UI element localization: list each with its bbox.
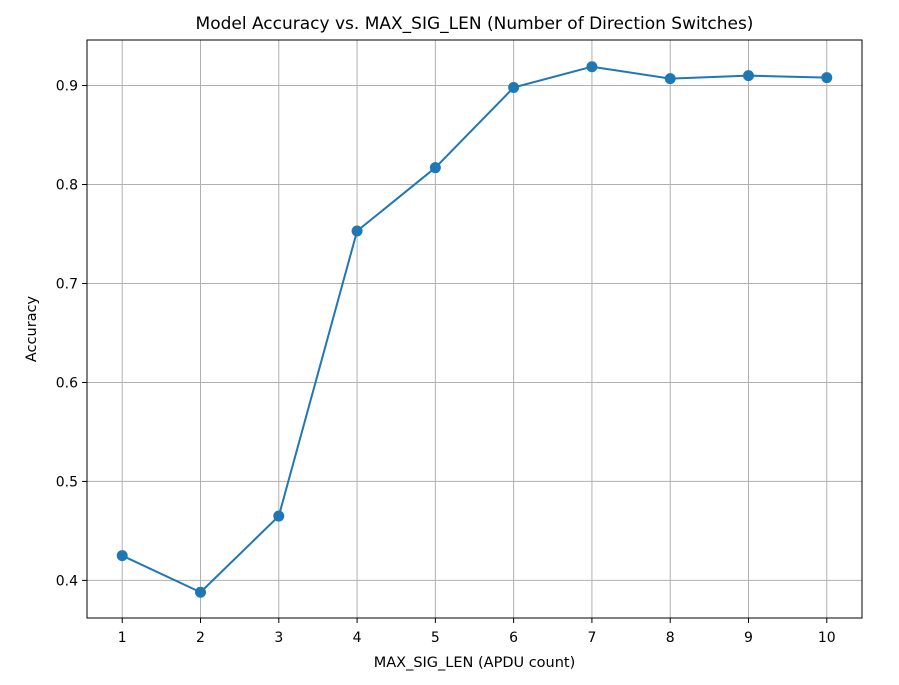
data-point	[586, 61, 598, 73]
axis-ticks: 1 2 3 4 5 6 7 8 9 10 0.4 0.5 0.6 0.7 0.8 0.9	[56, 79, 836, 646]
x-tick-label: 6	[509, 630, 518, 646]
y-tick-label: 0.6	[56, 375, 78, 391]
x-tick-label: 7	[587, 630, 596, 646]
data-point	[195, 586, 207, 598]
x-tick-label: 1	[118, 630, 127, 646]
y-tick-label: 0.5	[56, 474, 78, 490]
data-point	[273, 510, 285, 522]
y-tick-label: 0.4	[56, 573, 78, 589]
data-point	[351, 225, 363, 237]
y-tick-label: 0.7	[56, 276, 78, 292]
data-point	[429, 162, 441, 174]
chart-title: Model Accuracy vs. MAX_SIG_LEN (Number o…	[196, 14, 754, 34]
plot-frame	[86, 39, 863, 619]
series-layer	[116, 61, 833, 598]
y-axis-label: Accuracy	[24, 295, 40, 362]
x-axis-label: MAX_SIG_LEN (APDU count)	[374, 655, 576, 671]
data-point	[116, 550, 128, 562]
data-point	[821, 72, 833, 84]
x-tick-label: 5	[431, 630, 440, 646]
data-point	[664, 73, 676, 85]
y-tick-label: 0.8	[56, 178, 78, 194]
x-tick-label: 2	[196, 630, 205, 646]
x-tick-label: 9	[744, 630, 753, 646]
x-tick-label: 8	[666, 630, 675, 646]
data-point	[508, 82, 520, 94]
data-point	[742, 70, 754, 82]
y-tick-label: 0.9	[56, 79, 78, 95]
series-line	[121, 65, 827, 594]
grid-lines	[87, 40, 862, 618]
x-tick-label: 10	[818, 630, 836, 646]
x-tick-label: 4	[353, 630, 362, 646]
x-tick-label: 3	[274, 630, 283, 646]
